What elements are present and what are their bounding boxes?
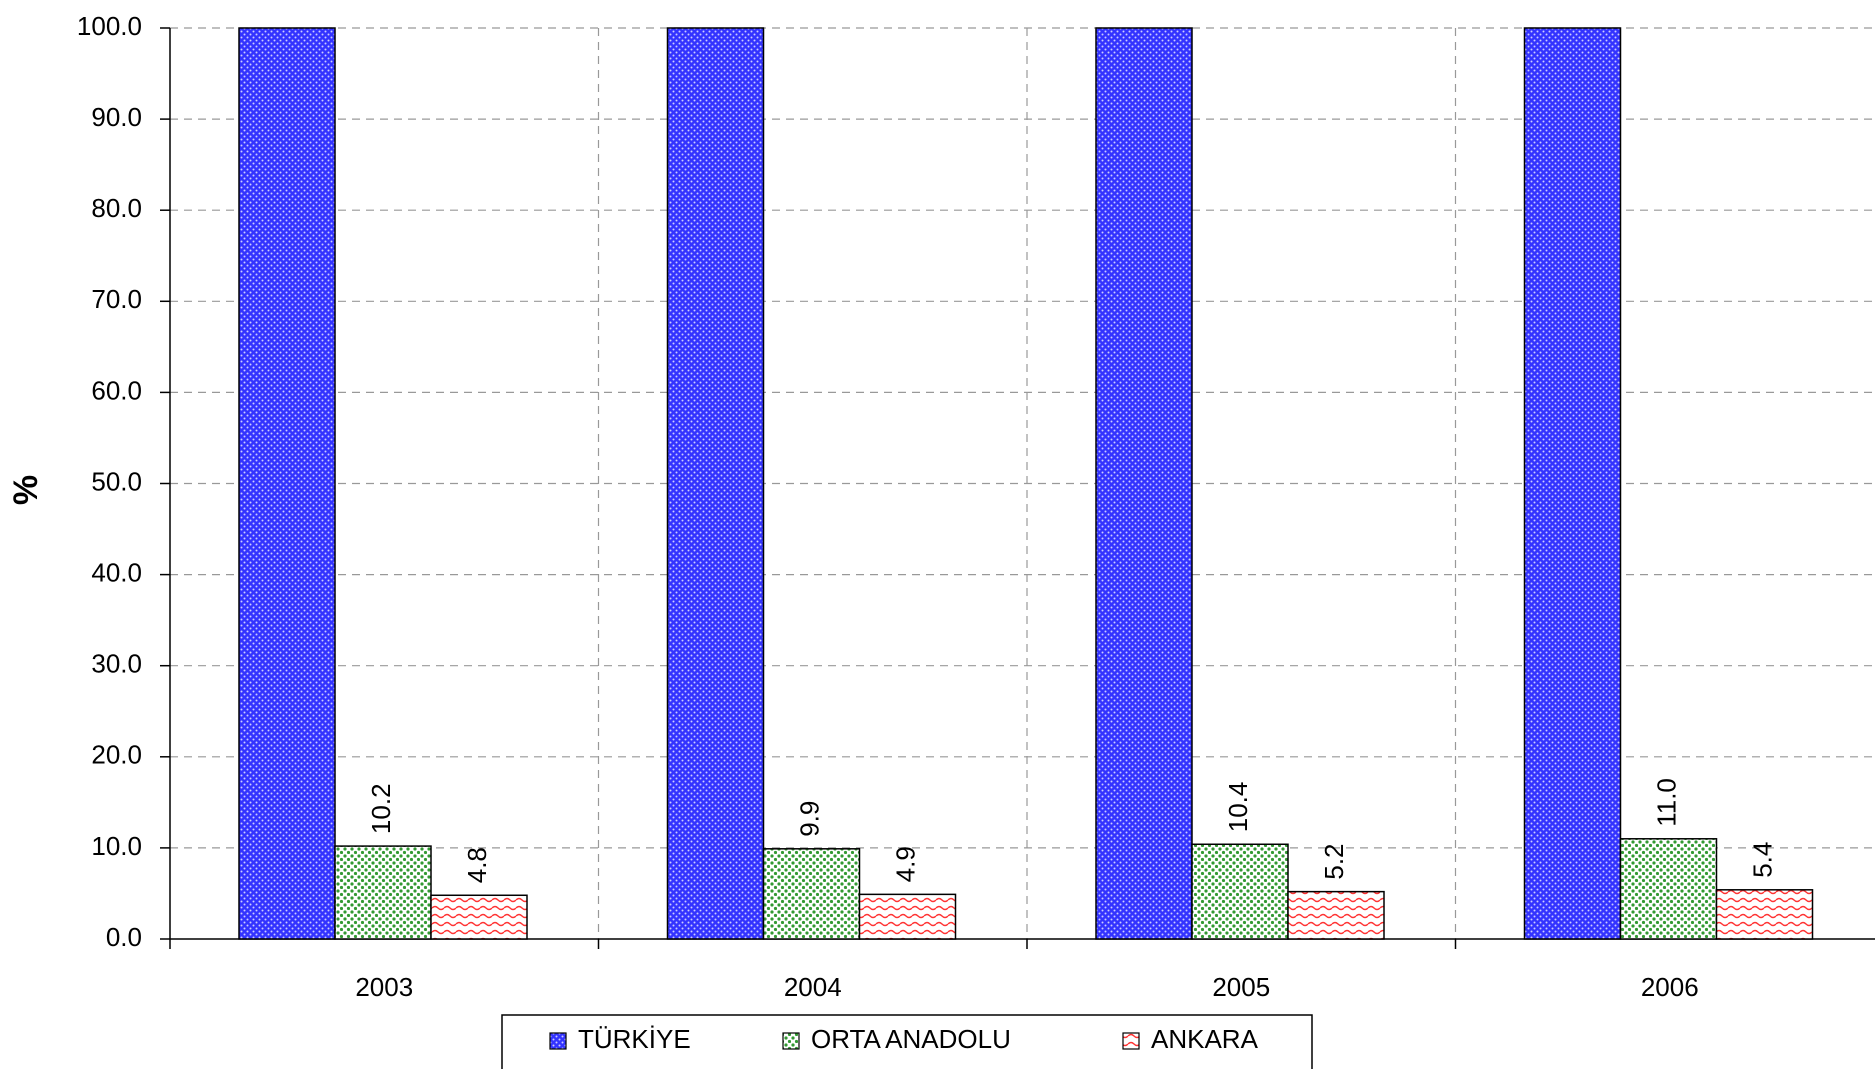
data-label: 4.8	[462, 847, 492, 883]
bar	[238, 27, 336, 940]
bar	[1619, 838, 1718, 940]
x-tick-label: 2005	[1212, 972, 1270, 1002]
x-tick-label: 2003	[355, 972, 413, 1002]
bar	[858, 893, 957, 940]
data-label: 5.2	[1319, 843, 1349, 879]
legend-swatch	[549, 1032, 567, 1050]
legend-swatch	[782, 1032, 800, 1050]
bar	[1287, 890, 1385, 940]
legend-label: ANKARA	[1151, 1024, 1259, 1054]
data-label: 10.2	[366, 783, 396, 834]
y-axis-title: %	[7, 475, 45, 505]
y-tick-label: 30.0	[91, 649, 142, 679]
bar	[1095, 27, 1193, 940]
bar	[1191, 843, 1289, 940]
bar	[1715, 889, 1814, 940]
bar	[666, 27, 765, 940]
y-tick-label: 10.0	[91, 831, 142, 861]
bar	[430, 894, 528, 940]
data-label: 4.9	[890, 846, 920, 882]
x-tick-label: 2004	[784, 972, 842, 1002]
bar	[1523, 27, 1622, 940]
y-tick-label: 20.0	[91, 740, 142, 770]
legend-swatch	[1122, 1032, 1140, 1050]
legend-label: TÜRKİYE	[578, 1024, 691, 1054]
x-tick-label: 2006	[1641, 972, 1699, 1002]
data-label: 10.4	[1223, 782, 1253, 833]
data-label: 11.0	[1651, 778, 1681, 827]
data-label: 9.9	[794, 801, 824, 837]
y-tick-label: 60.0	[91, 375, 142, 405]
y-tick-label: 50.0	[91, 466, 142, 496]
legend-label: ORTA ANADOLU	[811, 1024, 1011, 1054]
bar	[334, 845, 432, 940]
y-tick-label: 90.0	[91, 102, 142, 132]
data-label: 5.4	[1747, 842, 1777, 878]
y-tick-label: 100.0	[77, 11, 142, 41]
y-tick-label: 40.0	[91, 557, 142, 587]
y-tick-label: 80.0	[91, 193, 142, 223]
y-tick-label: 0.0	[106, 922, 142, 952]
legend	[501, 1014, 1313, 1069]
bar	[762, 848, 861, 940]
y-tick-label: 70.0	[91, 284, 142, 314]
